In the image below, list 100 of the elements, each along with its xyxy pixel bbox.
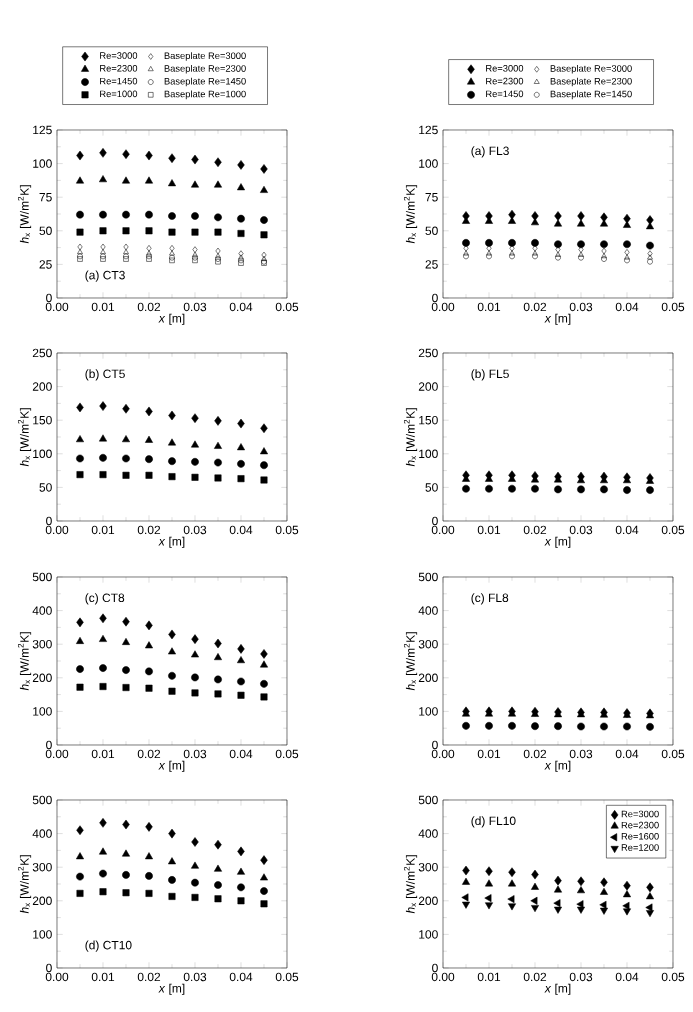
y-tick-label: 100 [419, 930, 438, 939]
y-tick-label: 100 [419, 707, 438, 716]
y-axis-title: h$_{x}$ [W/m$^{2}$K] [403, 632, 418, 691]
x-tick-label: 0.04 [229, 302, 253, 312]
y-tick-label: 100 [419, 159, 438, 168]
x-tick-label: 0.05 [275, 302, 299, 312]
y-tick-label: 25 [425, 260, 438, 269]
y-tick-label: 200 [32, 673, 52, 683]
x-tick-label: 0.05 [275, 972, 299, 982]
y-tick-label: 200 [32, 896, 52, 906]
x-axis-title: x [m] [158, 983, 185, 995]
y-axis-title: h$_{x}$ [W/m$^{2}$K] [17, 632, 32, 691]
annotation: (b) FL5 [471, 369, 509, 381]
x-axis-title: x [m] [544, 983, 571, 995]
y-tick-label: 300 [32, 862, 52, 872]
legend-label: Baseplate Re=1450 [550, 90, 632, 100]
legend-label: Re=2300 [100, 65, 138, 72]
y-axis-title: h$_{x}$ [W/m$^{2}$K] [17, 185, 32, 244]
annotation: (c) FL8 [471, 593, 509, 605]
y-tick-label: 400 [32, 829, 52, 838]
y-axis-title: h$_{x}$ [W/m$^{2}$K] [403, 185, 418, 244]
y-axis-title: h$_{x}$ [W/m$^{2}$K] [403, 408, 418, 467]
annotation: (a) FL3 [471, 146, 509, 158]
x-tick-label: 0.01 [91, 302, 115, 312]
y-tick-label: 75 [425, 193, 438, 202]
x-tick-label: 0.01 [477, 749, 501, 759]
legend-label: Re=1200 [621, 844, 659, 851]
y-tick-label: 500 [418, 572, 438, 582]
y-tick-label: 75 [39, 193, 52, 202]
x-tick-label: 0.00 [45, 972, 69, 982]
y-tick-label: 0 [432, 740, 438, 750]
y-tick-label: 0 [432, 516, 438, 526]
x-tick-label: 0.03 [569, 749, 593, 759]
x-tick-label: 0.02 [523, 525, 547, 535]
y-tick-label: 200 [418, 673, 438, 683]
x-tick-label: 0.01 [91, 972, 115, 982]
y-tick-label: 150 [33, 415, 52, 425]
x-tick-label: 0.02 [523, 972, 547, 982]
legend-label: Re=3000 [621, 810, 659, 818]
annotation: (b) CT5 [85, 369, 125, 381]
x-tick-label: 0.03 [569, 525, 593, 535]
x-tick-label: 0.03 [183, 525, 207, 535]
x-tick-label: 0.04 [229, 972, 253, 982]
legend-label: Baseplate Re=2300 [550, 77, 632, 87]
y-tick-label: 100 [33, 159, 52, 168]
x-tick-label: 0.01 [477, 302, 501, 312]
x-tick-label: 0.05 [661, 525, 685, 535]
legend-label: Re=1600 [621, 833, 659, 840]
legend-label: Re=1000 [100, 90, 138, 98]
x-tick-label: 0.04 [615, 972, 639, 982]
y-tick-label: 100 [33, 449, 52, 459]
legend-label: Baseplate Re=3000 [164, 52, 246, 61]
y-tick-label: 25 [39, 260, 52, 269]
x-tick-label: 0.00 [431, 302, 455, 312]
x-tick-label: 0.00 [431, 972, 455, 982]
legend-label: Re=2300 [486, 77, 524, 85]
y-tick-label: 400 [418, 829, 438, 838]
y-tick-label: 150 [419, 415, 438, 425]
annotation: (d) FL10 [471, 816, 516, 828]
legend-label: Re=1450 [486, 90, 524, 98]
y-tick-label: 200 [418, 896, 438, 906]
y-tick-label: 125 [33, 125, 52, 135]
x-axis-title: x [m] [158, 536, 185, 548]
legend-label: Baseplate Re=1450 [164, 77, 246, 87]
x-tick-label: 0.04 [229, 525, 253, 535]
x-axis-title: x [m] [158, 760, 185, 772]
x-tick-label: 0.00 [45, 525, 69, 535]
y-tick-label: 0 [432, 963, 438, 973]
y-tick-label: 500 [418, 795, 438, 805]
y-tick-label: 100 [33, 707, 52, 716]
y-tick-label: 50 [39, 483, 52, 492]
y-tick-label: 0 [46, 963, 52, 973]
x-tick-label: 0.00 [431, 525, 455, 535]
annotation: (d) CT10 [85, 940, 132, 952]
y-tick-label: 400 [418, 606, 438, 615]
y-axis-title: h$_{x}$ [W/m$^{2}$K] [17, 855, 32, 914]
y-tick-label: 300 [418, 862, 438, 872]
y-tick-label: 200 [418, 382, 438, 391]
x-tick-label: 0.03 [569, 972, 593, 982]
x-tick-label: 0.03 [183, 972, 207, 982]
x-axis-title: x [m] [544, 313, 571, 325]
y-axis-title: h$_{x}$ [W/m$^{2}$K] [17, 408, 32, 467]
y-tick-label: 50 [425, 226, 438, 236]
annotation: (a) CT3 [85, 270, 125, 282]
x-tick-label: 0.04 [615, 302, 639, 312]
y-tick-label: 0 [46, 740, 52, 750]
x-tick-label: 0.04 [229, 749, 253, 759]
annotation: (c) CT8 [85, 593, 125, 605]
x-tick-label: 0.03 [183, 749, 207, 759]
x-tick-label: 0.05 [661, 302, 685, 312]
x-tick-label: 0.02 [523, 302, 547, 312]
y-axis-title: h$_{x}$ [W/m$^{2}$K] [403, 855, 418, 914]
x-tick-label: 0.01 [477, 972, 501, 982]
y-tick-label: 100 [419, 449, 438, 459]
y-tick-label: 200 [32, 382, 52, 391]
x-tick-label: 0.04 [615, 749, 639, 759]
y-tick-label: 300 [32, 639, 52, 649]
x-tick-label: 0.02 [137, 749, 161, 759]
legend-label: Baseplate Re=1000 [164, 90, 246, 100]
y-tick-label: 50 [39, 226, 52, 236]
